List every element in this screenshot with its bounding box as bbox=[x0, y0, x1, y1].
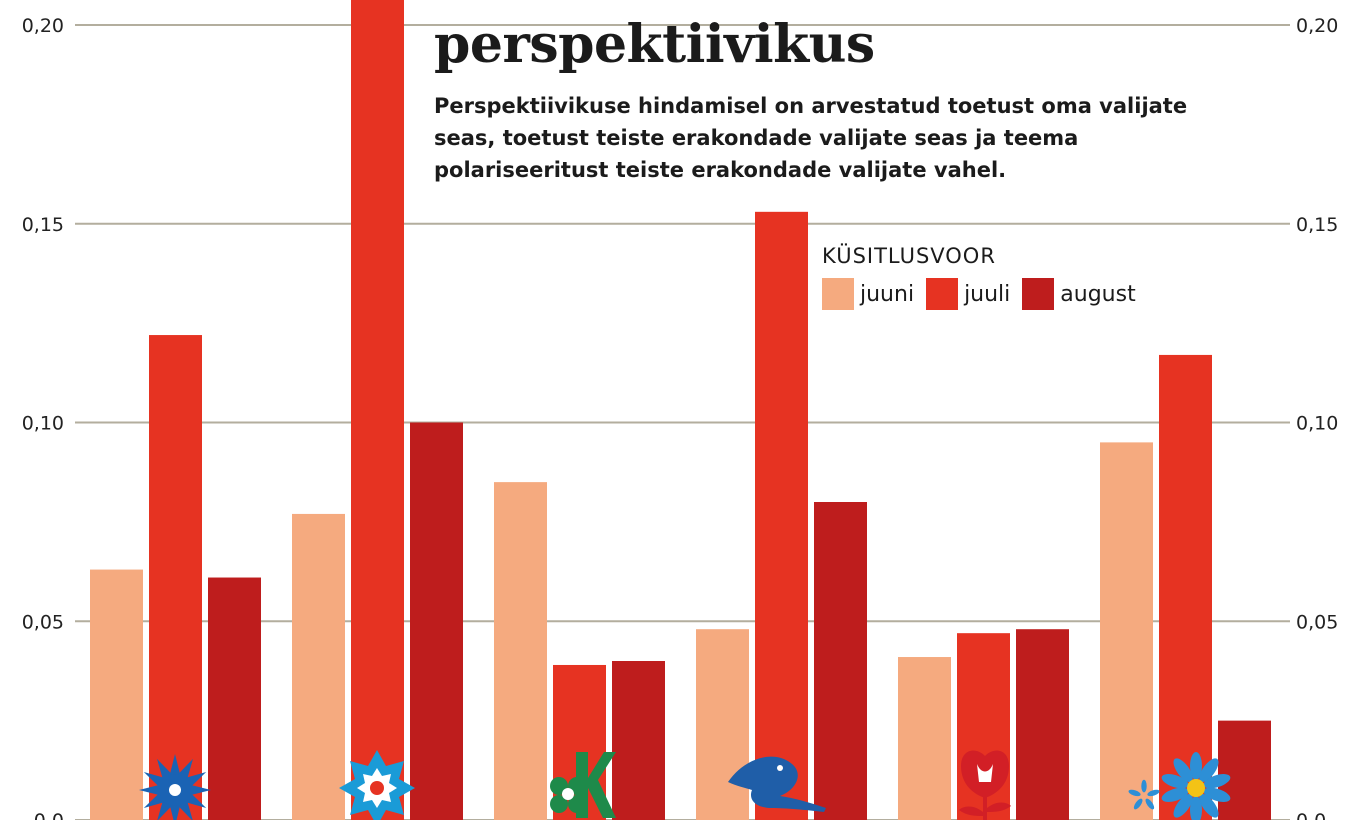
legend-item-juuli: juuli bbox=[926, 278, 1010, 310]
y-tick-label-left: 0,0 bbox=[34, 810, 64, 820]
bar-august-4 bbox=[814, 502, 867, 820]
cornflower-icon bbox=[139, 754, 211, 820]
bar-august-5 bbox=[1016, 629, 1069, 820]
bar-juuni-2 bbox=[292, 513, 345, 820]
y-tick-label-right: 0,0 bbox=[1296, 810, 1326, 820]
legend: KÜSITLUSVOOR juuni juuli august bbox=[822, 244, 1136, 310]
legend-item-juuni: juuni bbox=[822, 278, 914, 310]
legend-swatch-juuni bbox=[822, 278, 854, 310]
y-tick-label-right: 0,05 bbox=[1296, 611, 1338, 633]
bar-juuli-1 bbox=[149, 335, 202, 820]
y-tick-label-left: 0,05 bbox=[22, 611, 64, 633]
legend-swatch-juuli bbox=[926, 278, 959, 310]
y-tick-label-right: 0,15 bbox=[1296, 214, 1338, 236]
chart-description: Perspektiivikuse hindamisel on arvestatu… bbox=[434, 94, 1188, 182]
bar-juuli-4 bbox=[755, 211, 808, 820]
red-rose-icon bbox=[959, 750, 1011, 820]
bar-august-6 bbox=[1218, 720, 1271, 820]
bar-juuni-1 bbox=[90, 569, 143, 820]
bar-juuli-2 bbox=[351, 0, 404, 820]
legend-item-august: august bbox=[1022, 278, 1136, 310]
header: perspektiivikus Perspektiivikuse hindami… bbox=[434, 14, 1194, 186]
y-tick-label-right: 0,10 bbox=[1296, 413, 1338, 435]
legend-label-juuli: juuli bbox=[964, 281, 1011, 307]
y-tick-label-left: 0,15 bbox=[22, 214, 64, 236]
y-axis-left: 0,0 0,05 0,10 0,15 0,20 bbox=[22, 15, 64, 820]
eight-point-star-icon bbox=[339, 750, 415, 820]
bar-juuni-5 bbox=[898, 657, 951, 820]
gridlines bbox=[75, 24, 1290, 820]
blue-flower-icon bbox=[1128, 752, 1231, 820]
legend-swatch-august bbox=[1022, 278, 1055, 310]
clover-k-icon bbox=[550, 752, 616, 818]
bars bbox=[90, 0, 1271, 820]
blue-bird-icon bbox=[728, 756, 826, 812]
y-tick-label-left: 0,10 bbox=[22, 413, 64, 435]
legend-label-august: august bbox=[1060, 281, 1136, 307]
party-icons bbox=[139, 750, 1231, 820]
bar-august-1 bbox=[208, 577, 261, 820]
chart-title: perspektiivikus bbox=[434, 14, 875, 75]
bar-juuli-6 bbox=[1159, 354, 1212, 820]
y-tick-label-left: 0,20 bbox=[22, 15, 64, 37]
bar-juuni-3 bbox=[494, 482, 547, 820]
y-axis-right: 0,0 0,05 0,10 0,15 0,20 bbox=[1296, 15, 1338, 820]
legend-label-juuni: juuni bbox=[860, 281, 915, 307]
bar-august-2 bbox=[410, 422, 463, 820]
y-tick-label-right: 0,20 bbox=[1296, 15, 1338, 37]
bar-august-3 bbox=[612, 661, 665, 820]
bar-juuni-6 bbox=[1100, 442, 1153, 820]
legend-title: KÜSITLUSVOOR bbox=[822, 244, 996, 268]
bar-juuni-4 bbox=[696, 629, 749, 820]
